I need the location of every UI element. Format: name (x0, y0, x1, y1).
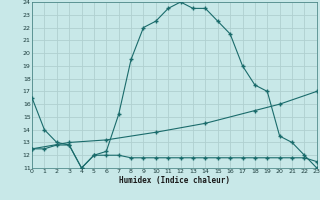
X-axis label: Humidex (Indice chaleur): Humidex (Indice chaleur) (119, 176, 230, 185)
